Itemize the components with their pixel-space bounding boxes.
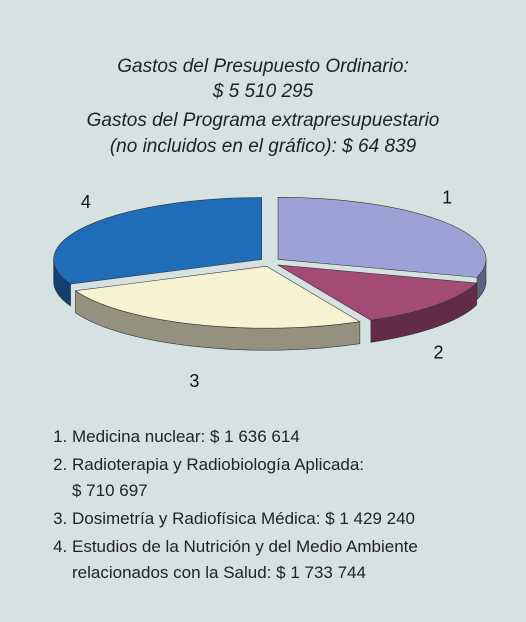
annotation: (no incluidos en el gráfico): $ 64 839 — [109, 136, 417, 157]
legend-value: $ 1 429 240 — [325, 509, 416, 528]
legend-label: Medicina nuclear: — [72, 427, 206, 446]
legend-label: Dosimetría y Radiofísica Médica: — [72, 509, 326, 528]
slice — [74, 265, 361, 329]
legend-item: Radioterapia y Radiobiología Aplicada: $… — [72, 452, 512, 504]
slice — [53, 197, 262, 285]
chart: 1 2 3 4 — [53, 188, 487, 391]
chart-subtitle: $ 5 510 295 — [212, 81, 314, 102]
slice — [277, 197, 487, 278]
slice-label: 1 — [442, 188, 452, 208]
legend: Medicina nuclear: $ 1 636 614Radioterapi… — [50, 424, 512, 588]
slice-label: 4 — [81, 192, 91, 212]
annotation: Gastos del Programa extrapresupuestario — [86, 110, 440, 131]
legend-item: Medicina nuclear: $ 1 636 614 — [72, 424, 512, 450]
legend-label: Radioterapia y Radiobiología Aplicada: — [72, 455, 365, 474]
legend-item: Estudios de la Nutrición y del Medio Amb… — [72, 534, 512, 586]
legend-label: Estudios de la Nutrición y del Medio Amb… — [72, 537, 418, 582]
legend-item: Dosimetría y Radiofísica Médica: $ 1 429… — [72, 506, 512, 532]
chart-title: Gastos del Presupuesto Ordinario: — [117, 56, 409, 77]
legend-value: $ 1 636 614 — [209, 427, 300, 446]
legend-value: $ 1 733 744 — [276, 563, 366, 582]
slice — [277, 264, 478, 321]
slice-label: 2 — [434, 343, 444, 363]
slice-label: 3 — [189, 371, 199, 391]
legend-value: $ 710 697 — [72, 481, 148, 500]
